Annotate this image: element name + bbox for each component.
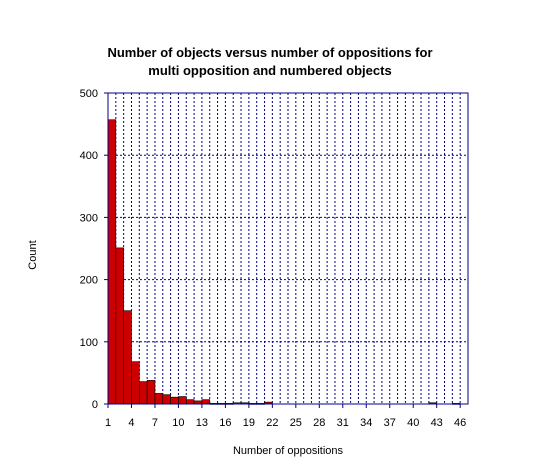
y-tick-label: 0 [92, 399, 98, 411]
bar [201, 399, 211, 405]
y-tick-label: 200 [80, 275, 98, 287]
x-tick-label: 13 [196, 417, 208, 429]
chart-title-line2: multi opposition and numbered objects [148, 63, 392, 78]
bar [115, 247, 124, 405]
x-tick-label: 16 [219, 417, 231, 429]
chart-title-line1: Number of objects versus number of oppos… [107, 45, 433, 60]
bar [107, 119, 117, 405]
bar [139, 381, 148, 405]
x-tick-label: 43 [431, 417, 443, 429]
x-tick-label: 46 [454, 417, 466, 429]
y-tick-label: 300 [80, 212, 98, 224]
y-tick-label: 100 [80, 337, 98, 349]
bar [185, 399, 195, 405]
x-tick-label: 25 [290, 417, 302, 429]
plot-frame [107, 92, 469, 405]
bar [162, 394, 171, 405]
y-axis: 0 100 200 300 400 500 [80, 88, 108, 411]
x-tick-label: 1 [105, 417, 111, 429]
x-axis-label: Number of oppositions [233, 445, 344, 457]
bar [131, 361, 140, 405]
grid [108, 93, 468, 404]
x-tick-label: 10 [172, 417, 184, 429]
x-tick-label: 31 [337, 417, 349, 429]
x-tick-label: 28 [313, 417, 325, 429]
y-tick-label: 500 [80, 88, 98, 100]
bars [107, 119, 461, 405]
x-tick-label: 40 [407, 417, 419, 429]
x-tick-label: 4 [128, 417, 134, 429]
x-tick-label: 19 [243, 417, 255, 429]
y-axis-label: Count [27, 240, 39, 269]
x-tick-label: 34 [360, 417, 372, 429]
bar [123, 310, 132, 405]
x-axis: 1 4 7 10 13 16 19 22 25 28 31 34 37 40 43 46 [105, 404, 466, 429]
x-tick-label: 22 [266, 417, 278, 429]
bar [146, 380, 156, 405]
bar [154, 393, 164, 405]
x-tick-label: 37 [384, 417, 396, 429]
bar [170, 396, 179, 405]
x-tick-label: 7 [152, 417, 158, 429]
bar [178, 396, 187, 405]
y-tick-label: 400 [80, 150, 98, 162]
